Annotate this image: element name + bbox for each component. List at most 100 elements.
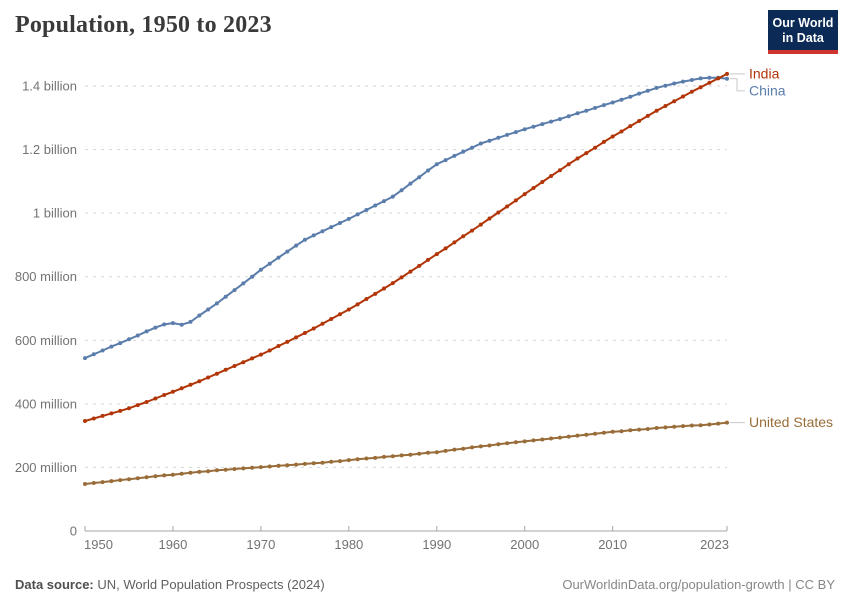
- data-point[interactable]: [654, 85, 659, 90]
- data-point[interactable]: [241, 360, 246, 365]
- data-point[interactable]: [540, 437, 545, 442]
- data-point[interactable]: [144, 400, 149, 404]
- data-point[interactable]: [223, 367, 228, 372]
- data-point[interactable]: [232, 288, 237, 293]
- data-point[interactable]: [689, 89, 694, 94]
- data-point[interactable]: [162, 322, 167, 327]
- data-point[interactable]: [540, 122, 545, 127]
- data-point[interactable]: [513, 198, 518, 203]
- data-point[interactable]: [645, 88, 650, 93]
- data-point[interactable]: [250, 356, 255, 361]
- data-point[interactable]: [707, 80, 712, 85]
- data-point[interactable]: [311, 326, 316, 331]
- data-point[interactable]: [522, 127, 527, 132]
- data-point[interactable]: [214, 468, 219, 473]
- data-point[interactable]: [179, 386, 184, 391]
- data-point[interactable]: [487, 138, 492, 143]
- data-point[interactable]: [223, 467, 228, 472]
- data-point[interactable]: [681, 94, 685, 99]
- data-point[interactable]: [276, 463, 281, 468]
- data-point[interactable]: [443, 448, 448, 453]
- data-point[interactable]: [452, 240, 457, 245]
- footer-citation-link[interactable]: OurWorldinData.org/population-growth | C…: [562, 577, 835, 592]
- data-point[interactable]: [188, 382, 193, 387]
- data-point[interactable]: [470, 228, 474, 233]
- data-point[interactable]: [663, 425, 668, 430]
- data-point[interactable]: [513, 440, 518, 445]
- data-point[interactable]: [698, 423, 703, 428]
- data-point[interactable]: [557, 117, 562, 122]
- data-point[interactable]: [698, 76, 703, 81]
- data-point[interactable]: [637, 119, 642, 123]
- data-point[interactable]: [276, 344, 281, 348]
- data-point[interactable]: [505, 204, 510, 209]
- data-point[interactable]: [531, 124, 536, 129]
- data-point[interactable]: [320, 321, 325, 326]
- data-point[interactable]: [329, 225, 334, 230]
- data-point[interactable]: [206, 375, 211, 380]
- data-point[interactable]: [170, 389, 175, 394]
- data-point[interactable]: [109, 344, 114, 349]
- data-point[interactable]: [610, 100, 615, 105]
- data-point[interactable]: [346, 458, 351, 463]
- data-point[interactable]: [496, 135, 501, 140]
- data-point[interactable]: [672, 99, 677, 104]
- data-point[interactable]: [434, 162, 439, 167]
- data-point[interactable]: [100, 348, 105, 353]
- data-point[interactable]: [619, 429, 624, 434]
- data-point[interactable]: [452, 447, 457, 452]
- data-point[interactable]: [311, 233, 316, 238]
- data-point[interactable]: [566, 434, 571, 439]
- data-point[interactable]: [118, 408, 123, 413]
- data-point[interactable]: [478, 141, 483, 146]
- data-point[interactable]: [417, 263, 422, 268]
- data-point[interactable]: [681, 424, 685, 429]
- data-point[interactable]: [689, 78, 694, 82]
- data-point[interactable]: [584, 108, 589, 113]
- data-point[interactable]: [470, 145, 474, 150]
- data-point[interactable]: [135, 403, 140, 408]
- data-point[interactable]: [707, 422, 712, 427]
- data-point[interactable]: [637, 91, 642, 96]
- data-point[interactable]: [654, 426, 659, 430]
- data-point[interactable]: [725, 71, 729, 76]
- data-point[interactable]: [390, 281, 395, 286]
- data-point[interactable]: [267, 348, 272, 353]
- data-point[interactable]: [408, 181, 413, 186]
- data-point[interactable]: [725, 420, 729, 425]
- data-point[interactable]: [302, 461, 307, 466]
- data-point[interactable]: [162, 393, 167, 397]
- data-point[interactable]: [320, 460, 325, 465]
- data-point[interactable]: [390, 194, 395, 199]
- data-point[interactable]: [461, 149, 466, 154]
- data-point[interactable]: [241, 466, 246, 471]
- data-point[interactable]: [232, 467, 237, 471]
- data-point[interactable]: [214, 371, 219, 376]
- data-point[interactable]: [698, 85, 703, 90]
- data-point[interactable]: [338, 312, 342, 317]
- data-point[interactable]: [329, 317, 334, 321]
- data-point[interactable]: [637, 427, 642, 432]
- series-line-china[interactable]: [84, 76, 728, 360]
- data-point[interactable]: [355, 302, 360, 307]
- data-point[interactable]: [645, 113, 650, 118]
- data-point[interactable]: [566, 114, 571, 119]
- data-point[interactable]: [355, 457, 360, 462]
- data-point[interactable]: [127, 406, 131, 411]
- data-point[interactable]: [382, 454, 386, 459]
- data-point[interactable]: [294, 243, 299, 248]
- data-point[interactable]: [109, 479, 114, 484]
- data-point[interactable]: [672, 424, 677, 429]
- data-point[interactable]: [549, 174, 554, 178]
- data-point[interactable]: [540, 180, 545, 184]
- data-point[interactable]: [557, 168, 562, 173]
- data-point[interactable]: [716, 421, 721, 426]
- data-point[interactable]: [188, 470, 193, 475]
- data-point[interactable]: [461, 446, 466, 451]
- data-point[interactable]: [390, 454, 395, 459]
- data-point[interactable]: [373, 455, 378, 460]
- data-point[interactable]: [443, 158, 448, 163]
- data-point[interactable]: [601, 430, 606, 435]
- data-point[interactable]: [408, 452, 413, 457]
